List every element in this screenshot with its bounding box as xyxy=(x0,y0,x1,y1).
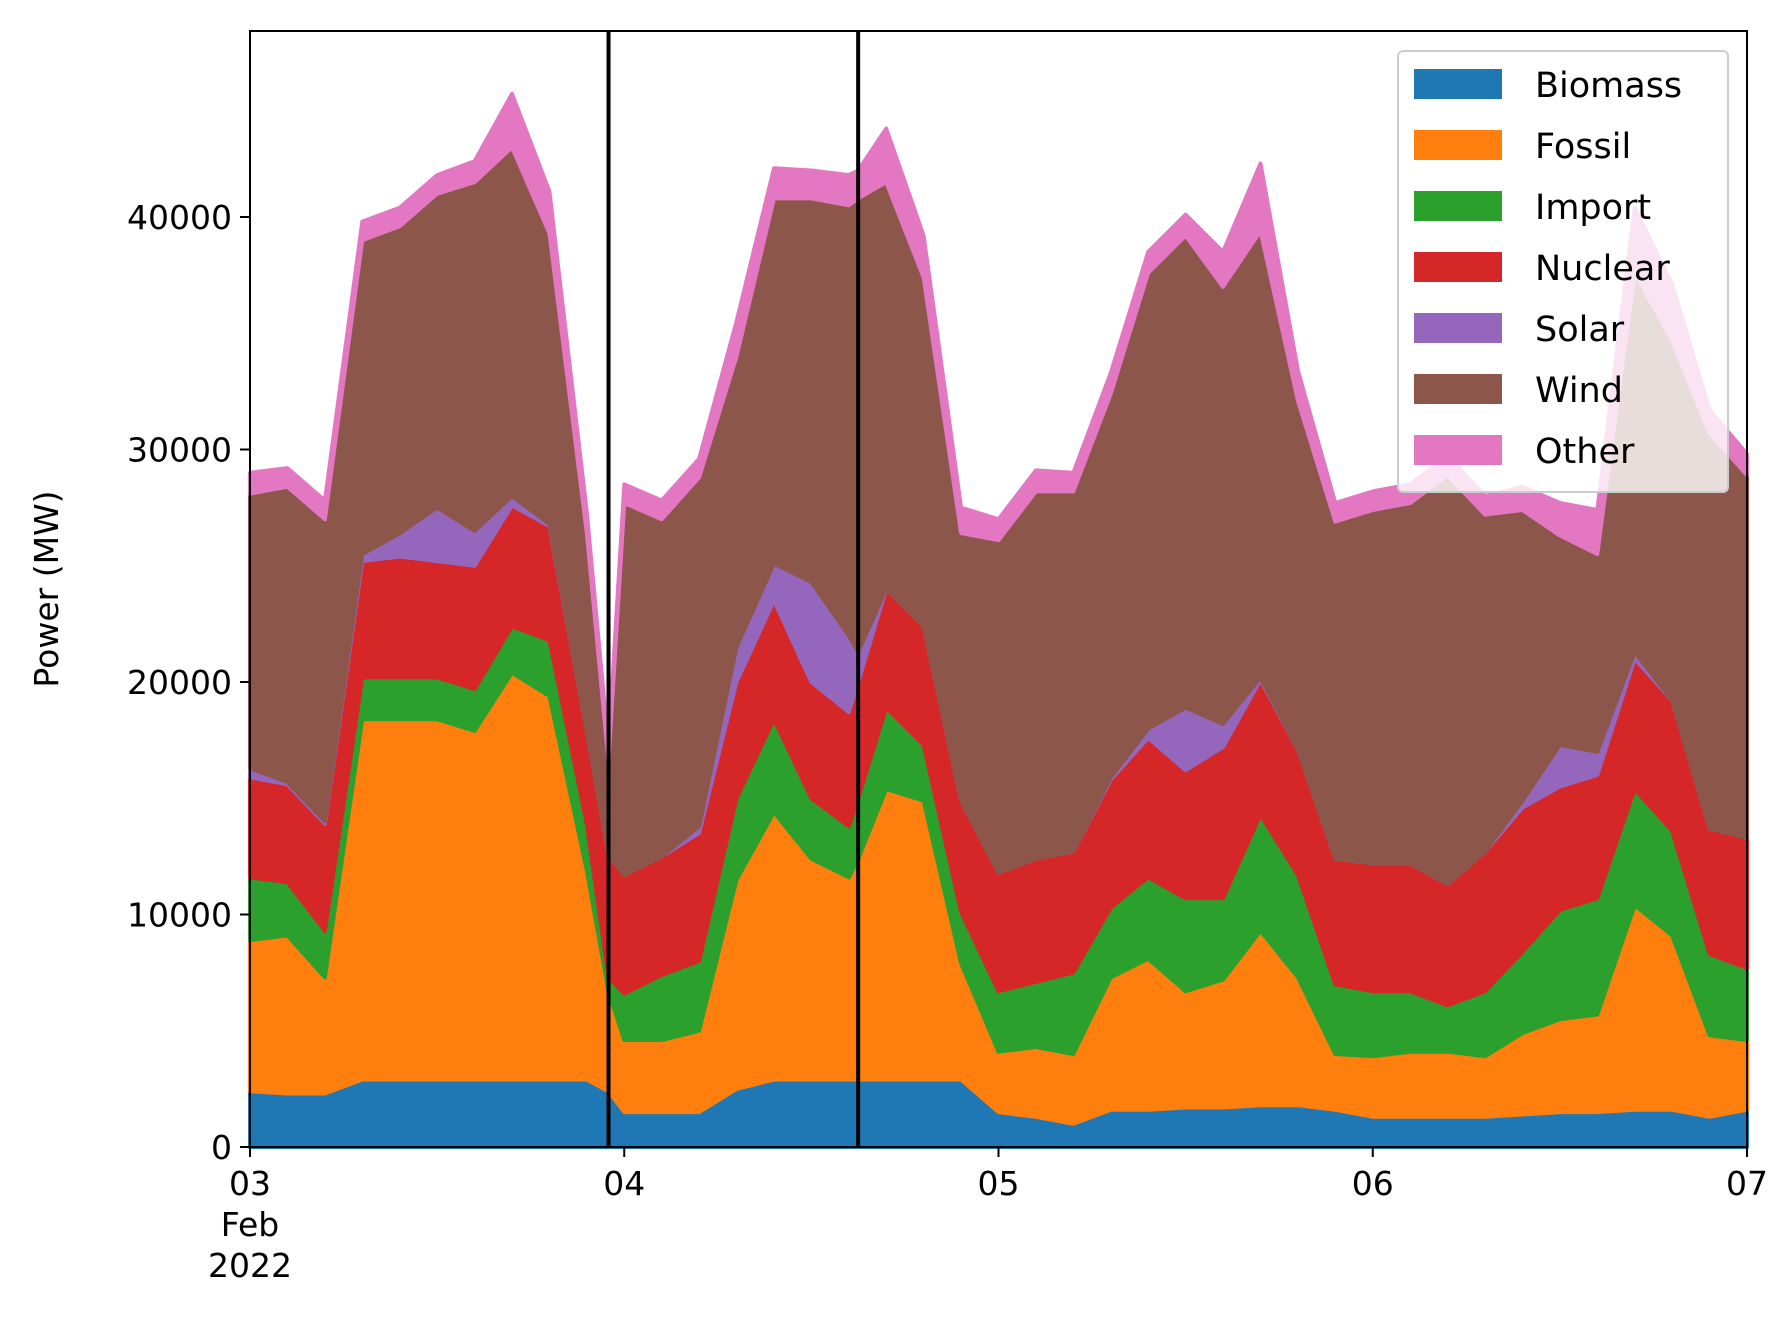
legend-label-biomass: Biomass xyxy=(1535,66,1682,106)
legend-label-other: Other xyxy=(1535,432,1635,472)
legend-label-solar: Solar xyxy=(1535,310,1625,350)
legend-swatch-other xyxy=(1414,435,1502,465)
legend-label-wind: Wind xyxy=(1535,371,1623,411)
y-tick-label: 0 xyxy=(211,1128,232,1167)
legend-swatch-wind xyxy=(1414,374,1502,404)
legend-swatch-biomass xyxy=(1414,69,1502,99)
vertical-marker-lines xyxy=(606,31,861,1147)
legend: Biomass Fossil Import Nuclear Solar Wind Other xyxy=(1397,50,1729,493)
x-tick-label: 07 xyxy=(1726,1164,1768,1203)
legend-swatch-nuclear xyxy=(1414,252,1502,282)
legend-label-import: Import xyxy=(1535,188,1651,228)
x-tick-label: 04 xyxy=(603,1164,645,1203)
x-tick-sublabel: 2022 xyxy=(208,1246,292,1285)
legend-swatch-fossil xyxy=(1414,130,1502,160)
legend-label-fossil: Fossil xyxy=(1535,127,1631,167)
y-tick-label: 10000 xyxy=(127,896,232,935)
y-axis-title: Power (MW) xyxy=(27,490,66,687)
y-tick-label: 40000 xyxy=(127,198,232,237)
x-tick-label: 05 xyxy=(978,1164,1020,1203)
y-axis-ticks: 0 10000 20000 30000 40000 xyxy=(127,198,250,1167)
y-tick-label: 20000 xyxy=(127,663,232,702)
x-tick-sublabel: Feb xyxy=(221,1205,279,1244)
x-tick-label: 06 xyxy=(1352,1164,1394,1203)
legend-label-nuclear: Nuclear xyxy=(1535,249,1670,289)
x-tick-label: 03 xyxy=(229,1164,271,1203)
area-series-group xyxy=(248,91,1749,1149)
y-tick-label: 30000 xyxy=(127,431,232,470)
legend-swatch-import xyxy=(1414,191,1502,221)
legend-swatch-solar xyxy=(1414,313,1502,343)
